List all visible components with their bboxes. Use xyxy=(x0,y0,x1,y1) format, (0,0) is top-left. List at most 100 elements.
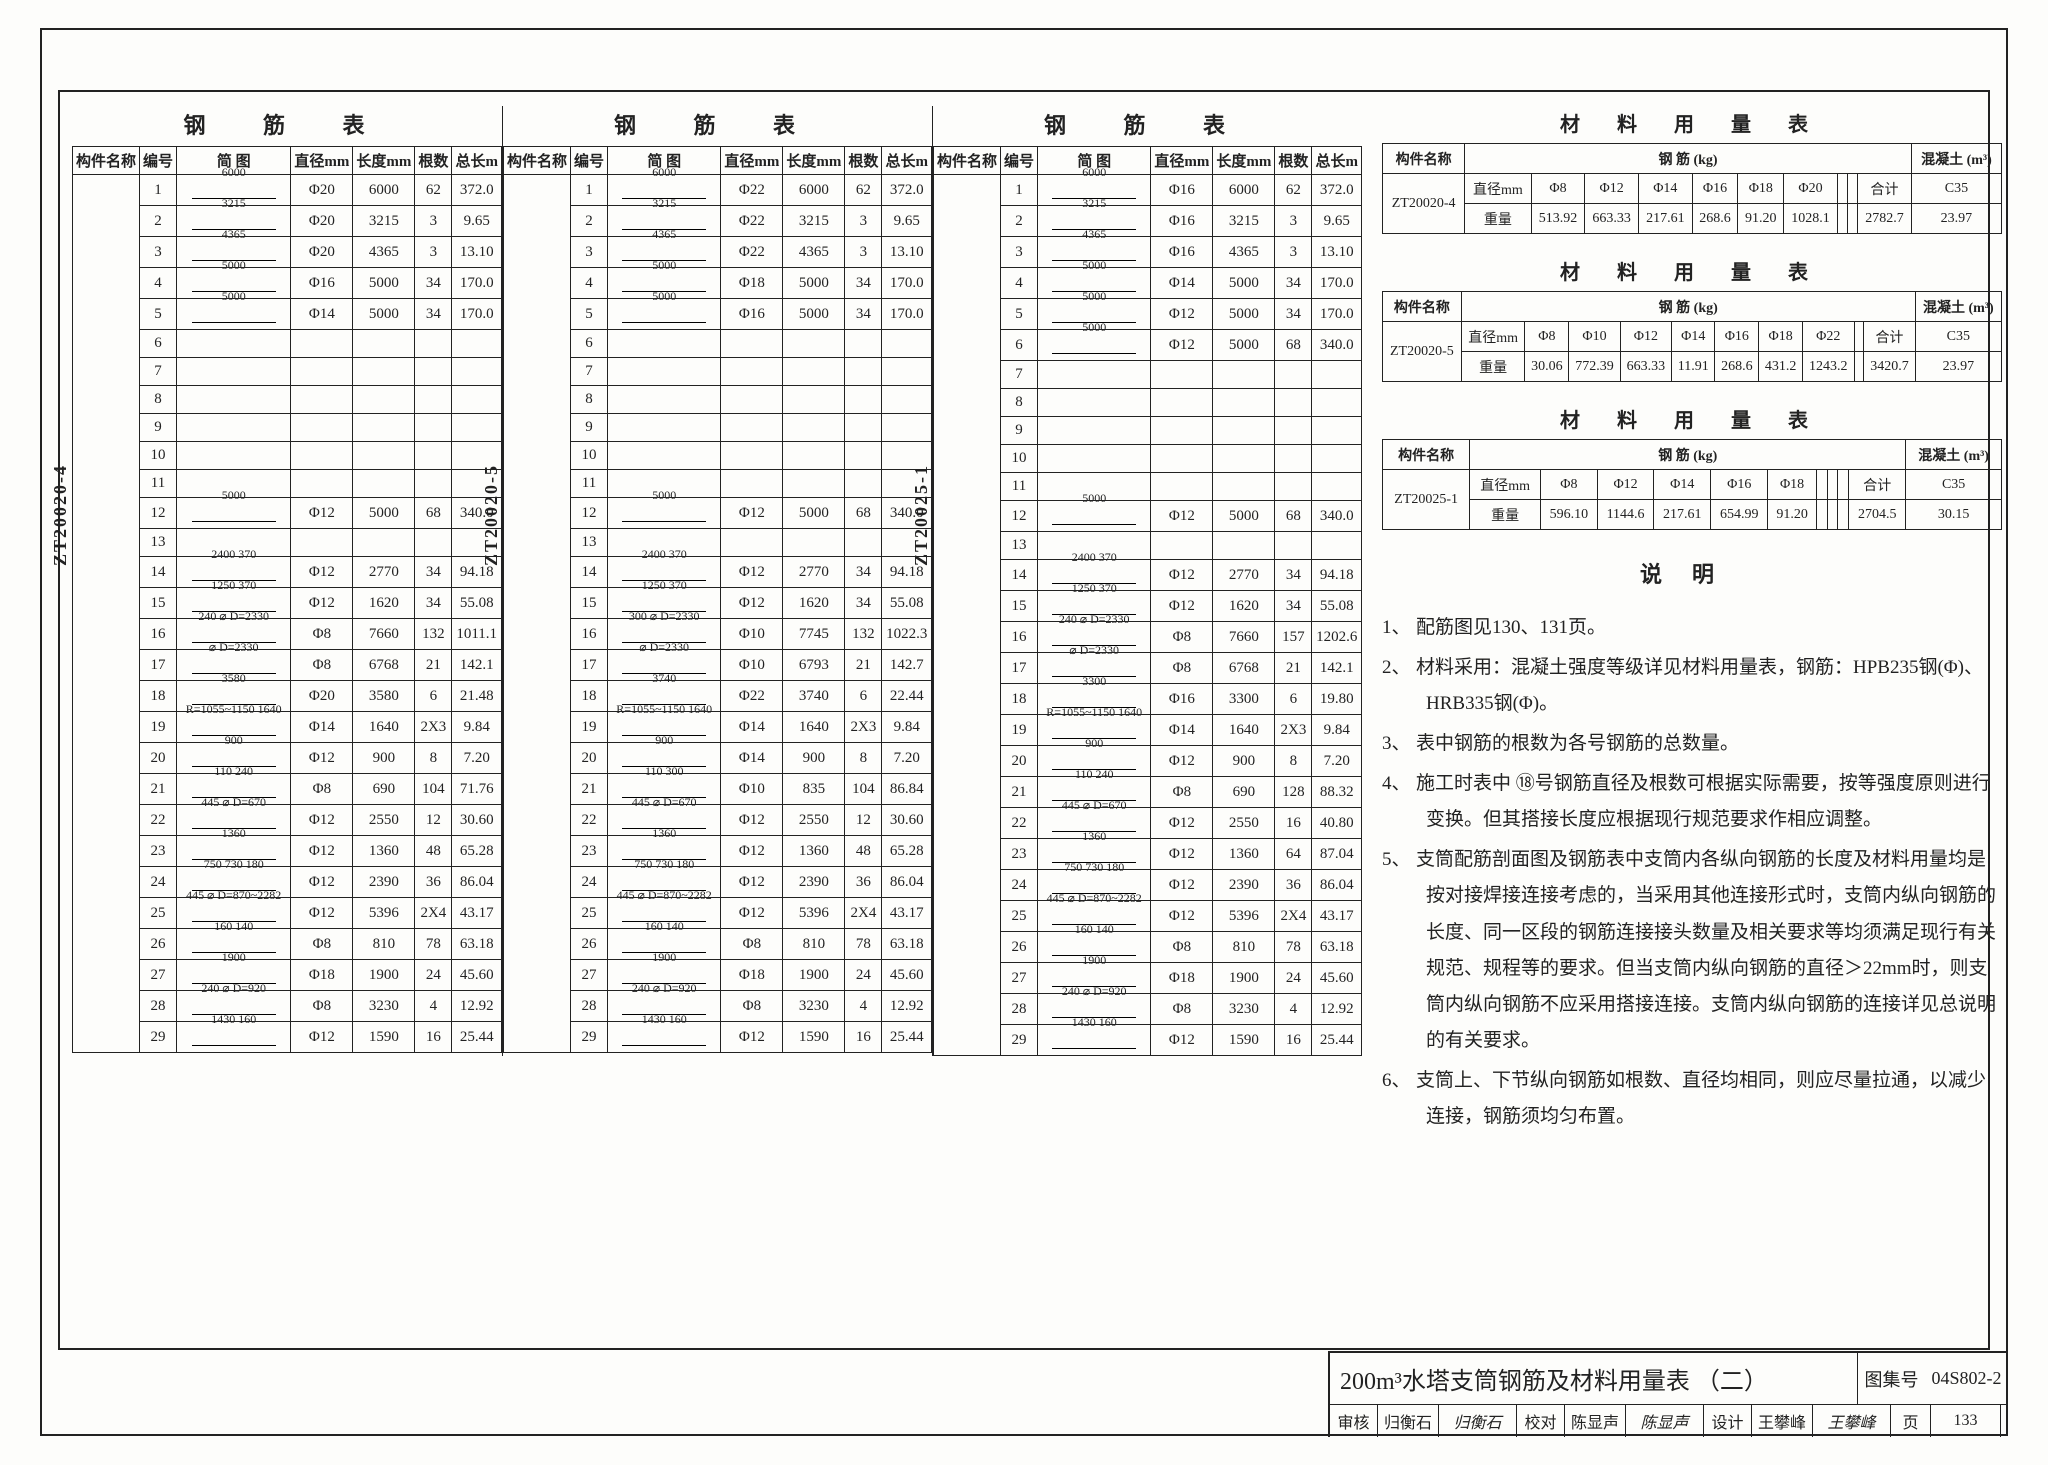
rebar-cell: 34 xyxy=(1275,591,1312,622)
rebar-cell: 5000 xyxy=(1213,330,1275,361)
rebar-cell: 55.08 xyxy=(452,588,502,619)
mat-concrete-volume: 30.15 xyxy=(1906,500,2002,530)
rebar-cell: Φ8 xyxy=(291,929,353,960)
material-table-caption: 材 料 用 量 表 xyxy=(1382,254,2002,291)
title-block: 200m³水塔支筒钢筋及材料用量表 （二） 图集号 04S802-2 审核 归衡… xyxy=(1328,1351,2008,1437)
mat-dia-cell: Φ20 xyxy=(1784,174,1838,204)
rebar-cell: 12 xyxy=(415,805,452,836)
rebar-cell: Φ14 xyxy=(291,712,353,743)
rebar-cell: 18 xyxy=(140,681,177,712)
material-table: 材 料 用 量 表构件名称钢 筋 (kg)混凝土 (m³)ZT20025-1直径… xyxy=(1382,402,2002,530)
rebar-cell: 3 xyxy=(415,206,452,237)
rebar-cell: 7660 xyxy=(1213,622,1275,653)
rebar-cell xyxy=(291,330,353,358)
mat-weight-cell xyxy=(1854,352,1864,382)
rebar-table: 钢 筋 表构件名称编号简 图直径mm长度mm根数总长m16000Φ1660006… xyxy=(933,106,1362,1056)
rebar-cell xyxy=(721,470,783,498)
rebar-cell xyxy=(845,414,882,442)
rebar-header-cell: 直径mm xyxy=(291,147,353,175)
rebar-cell: 5000 xyxy=(608,498,721,529)
rebar-cell: 8 xyxy=(140,386,177,414)
rebar-cell: 2X3 xyxy=(1275,715,1312,746)
rebar-cell: 1360 xyxy=(353,836,415,867)
component-vertical-label: ZT20020-4 xyxy=(50,464,71,566)
rebar-cell: Φ12 xyxy=(1151,299,1213,330)
rebar-cell: Φ20 xyxy=(291,206,353,237)
rebar-cell xyxy=(1151,389,1213,417)
rebar-cell: 4 xyxy=(1275,994,1312,1025)
rebar-cell: 104 xyxy=(415,774,452,805)
rebar-cell: 65.28 xyxy=(452,836,502,867)
rebar-cell xyxy=(291,442,353,470)
mat-weight-cell: 30.06 xyxy=(1525,352,1569,382)
rebar-cell: 48 xyxy=(415,836,452,867)
rebar-cell xyxy=(608,414,721,442)
rebar-header-cell: 总长m xyxy=(1312,147,1362,175)
component-name-cell xyxy=(934,175,1001,1056)
rebar-cell: 3230 xyxy=(353,991,415,1022)
rebar-cell: 8 xyxy=(415,743,452,774)
rebar-cell: 5000 xyxy=(608,299,721,330)
rebar-cell: 16 xyxy=(140,619,177,650)
mat-dia-cell: Φ12 xyxy=(1620,322,1671,352)
rebar-cell: 5000 xyxy=(1038,501,1151,532)
rebar-cell: Φ8 xyxy=(1151,994,1213,1025)
rebar-cell: 3 xyxy=(1275,206,1312,237)
rebar-cell: Φ18 xyxy=(291,960,353,991)
mat-dia-cell xyxy=(1827,470,1838,500)
rebar-cell: 14 xyxy=(571,557,608,588)
rebar-cell: 5 xyxy=(1001,299,1038,330)
rebar-cell: 19 xyxy=(1001,715,1038,746)
rebar-cell: 9.84 xyxy=(1312,715,1362,746)
rebar-cell xyxy=(608,358,721,386)
rebar-cell: 48 xyxy=(845,836,882,867)
rebar-cell: 1900 xyxy=(353,960,415,991)
rebar-cell xyxy=(882,358,932,386)
rebar-cell: 1360 xyxy=(1213,839,1275,870)
mat-header-concrete: 混凝土 (m³) xyxy=(1911,144,2001,174)
set-label: 图集号 xyxy=(1864,1366,1918,1392)
table-row: 16000Φ16600062372.0 xyxy=(934,175,1362,206)
notes-block: 说明 配筋图见130、131页。材料采用：混凝土强度等级详见材料用量表，钢筋：H… xyxy=(1382,554,2002,1135)
material-table-caption: 材 料 用 量 表 xyxy=(1382,402,2002,439)
rebar-cell: 2390 xyxy=(353,867,415,898)
rebar-cell: 1900 xyxy=(1213,963,1275,994)
rebar-cell xyxy=(1275,473,1312,501)
rebar-cell: 16 xyxy=(845,1022,882,1053)
mat-concrete-grade: C35 xyxy=(1906,470,2002,500)
rebar-cell xyxy=(721,386,783,414)
rebar-cell xyxy=(177,330,291,358)
rebar-cell: 5000 xyxy=(353,299,415,330)
mat-dia-cell: Φ12 xyxy=(1585,174,1639,204)
rebar-cell: 23 xyxy=(571,836,608,867)
rebar-cell: Φ16 xyxy=(291,268,353,299)
mat-weight-cell xyxy=(1816,500,1827,530)
rebar-cell: 104 xyxy=(845,774,882,805)
rebar-cell xyxy=(1038,389,1151,417)
rebar-cell: 24 xyxy=(571,867,608,898)
rebar-cell: 19 xyxy=(140,712,177,743)
rebar-cell: 25.44 xyxy=(1312,1025,1362,1056)
rebar-cell xyxy=(721,358,783,386)
mat-dia-cell: Φ16 xyxy=(1711,470,1768,500)
rebar-cell xyxy=(291,358,353,386)
material-table: 材 料 用 量 表构件名称钢 筋 (kg)混凝土 (m³)ZT20020-5直径… xyxy=(1382,254,2002,382)
designer-signature: 王攀峰 xyxy=(1813,1405,1891,1437)
rebar-cell: Φ22 xyxy=(721,175,783,206)
rebar-cell: 34 xyxy=(1275,268,1312,299)
rebar-cell: 5000 xyxy=(1038,330,1151,361)
rebar-cell: 34 xyxy=(415,588,452,619)
mat-total-label: 合计 xyxy=(1858,174,1912,204)
rebar-header-cell: 构件名称 xyxy=(504,147,571,175)
rebar-cell: 3 xyxy=(845,237,882,268)
rebar-cell: Φ8 xyxy=(1151,932,1213,963)
component-name-cell xyxy=(504,175,571,1053)
rebar-cell: 22 xyxy=(140,805,177,836)
mat-component-name: ZT20020-4 xyxy=(1383,174,1465,234)
rebar-cell xyxy=(353,470,415,498)
rebar-header-cell: 根数 xyxy=(415,147,452,175)
rebar-cell: 5000 xyxy=(783,268,845,299)
set-number: 04S802-2 xyxy=(1931,1368,2001,1389)
rebar-header-cell: 编号 xyxy=(140,147,177,175)
mat-weight-cell: 663.33 xyxy=(1620,352,1671,382)
